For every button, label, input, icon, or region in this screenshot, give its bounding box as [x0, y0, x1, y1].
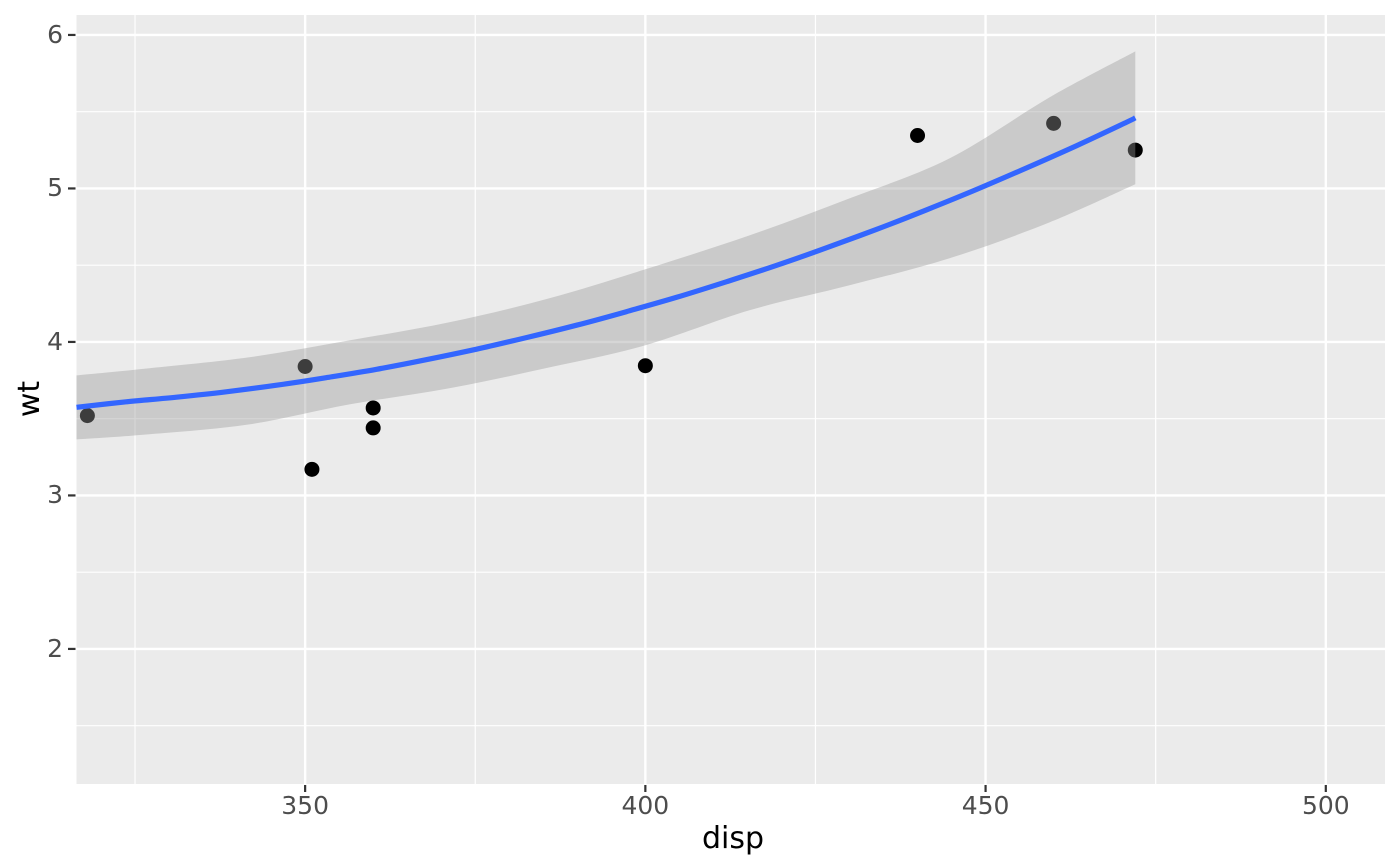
x-tick-label: 350 — [281, 791, 329, 820]
x-axis-title: disp — [701, 821, 765, 856]
data-point — [1127, 142, 1143, 158]
data-point — [365, 420, 381, 436]
y-tick-label: 2 — [47, 633, 63, 663]
data-point — [79, 408, 95, 424]
y-tick-label: 3 — [47, 480, 63, 510]
confidence-ribbon — [76, 51, 1136, 440]
data-point — [910, 127, 926, 143]
y-tick-label: 4 — [47, 326, 63, 356]
data-point — [304, 461, 320, 477]
x-tick-label: 450 — [961, 791, 1010, 820]
data-point — [1046, 115, 1062, 131]
data-point — [637, 358, 653, 374]
y-tick-label: 5 — [47, 173, 63, 203]
plot-panel-background — [76, 15, 1385, 784]
smooth-line — [76, 115, 1137, 410]
x-tick-label: 400 — [621, 791, 670, 820]
data-point — [297, 358, 313, 374]
data-point — [365, 400, 381, 416]
y-tick-label: 6 — [47, 19, 63, 49]
y-axis-title: wt — [12, 380, 47, 418]
x-tick-label: 500 — [1301, 791, 1350, 820]
